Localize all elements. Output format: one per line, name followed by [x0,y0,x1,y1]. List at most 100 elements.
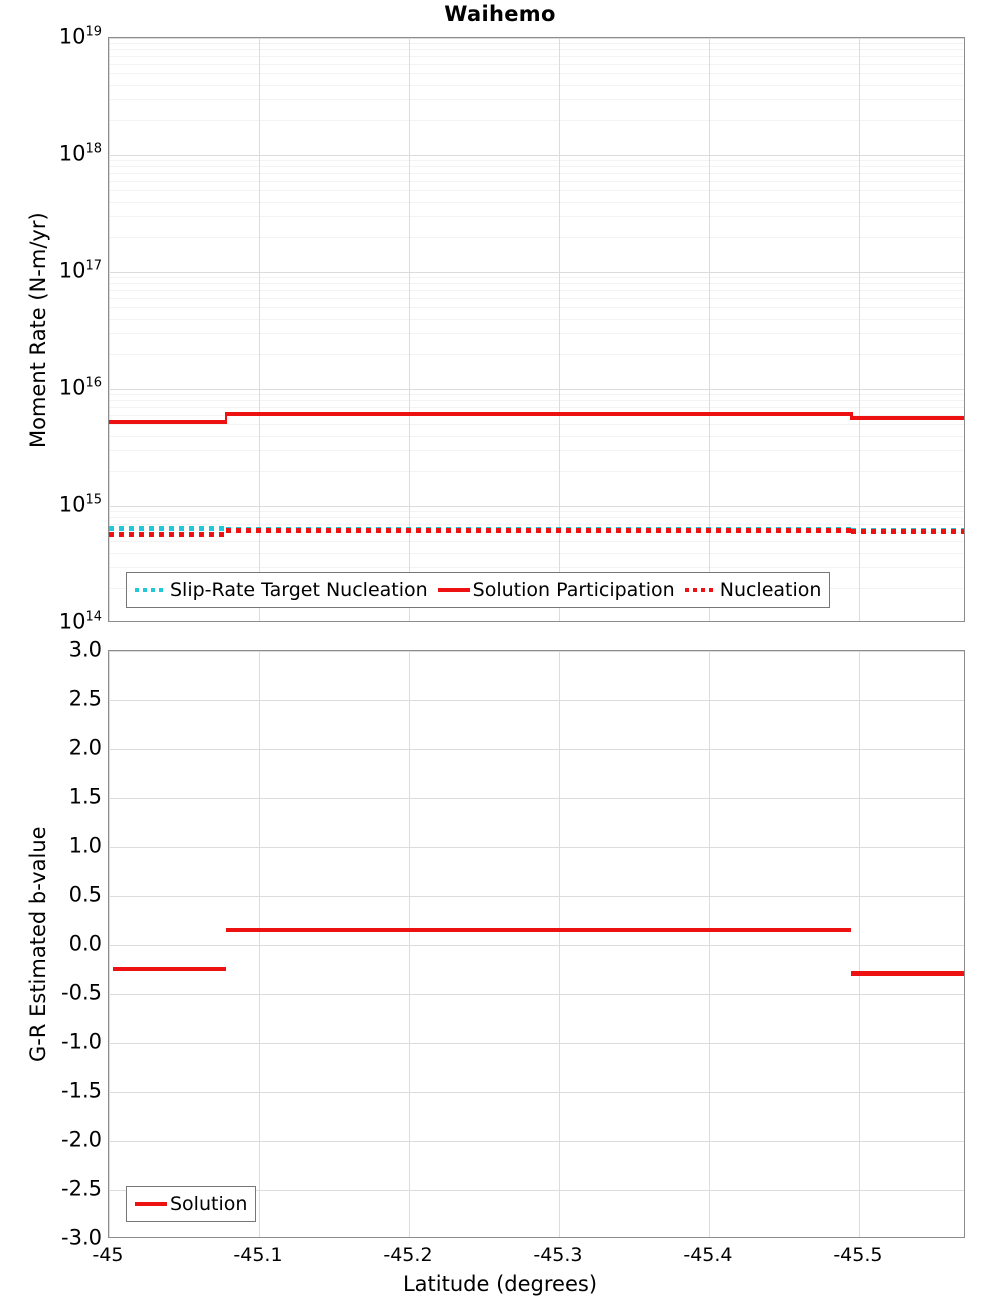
solution-b-value-line [225,928,852,933]
gridline-horizontal-minor [109,64,964,65]
gridline-horizontal-minor [109,333,964,334]
moment-rate-y-axis-label: Moment Rate (N-m/yr) [26,211,50,448]
gridline-horizontal-minor [109,319,964,320]
gridline-horizontal-minor [109,400,964,401]
figure-title: Waihemo [444,2,556,26]
b-value-plot-clip [109,651,964,1237]
tick-mantissa: 10 [58,24,86,49]
slip-rate-target-nucleation-line [109,526,226,532]
gridline-horizontal [109,700,964,701]
gridline-horizontal-minor [109,407,964,408]
solution-participation-line [109,420,226,425]
gridline-horizontal [109,896,964,897]
gridline-vertical [559,38,560,621]
gridline-horizontal-minor [109,553,964,554]
gridline-horizontal-minor [109,43,964,44]
tick-exponent: 19 [85,24,102,40]
gridline-horizontal [109,994,964,995]
gridline-horizontal-minor [109,173,964,174]
gridline-vertical [859,651,860,1237]
b-value-y-tick: 1.5 [68,784,102,809]
nucleation-line [225,527,852,533]
gridline-horizontal [109,651,964,652]
gridline-vertical [109,38,110,621]
gridline-vertical [709,651,710,1237]
latitude-tick: -45.3 [533,1244,583,1266]
moment-rate-legend: Slip-Rate Target Nucleation Solution Part… [126,572,831,608]
b-value-legend: Solution [126,1186,257,1222]
legend-item[interactable]: Solution Participation [437,579,685,601]
legend-label: Solution Participation [472,579,675,601]
tick-mantissa: 10 [58,492,86,517]
moment-rate-y-tick: 1016 [36,375,102,400]
gridline-vertical [709,38,710,621]
tick-mantissa: 10 [58,609,86,634]
b-value-y-tick: 0.0 [68,931,102,956]
b-value-y-tick: 2.0 [68,735,102,760]
b-value-y-tick: 0.5 [68,882,102,907]
moment-rate-y-tick: 1018 [36,143,102,165]
moment-rate-y-tick: 1014 [36,609,102,634]
gridline-horizontal-minor [109,283,964,284]
b-value-y-tick: -0.5 [61,980,102,1005]
legend-item[interactable]: Nucleation [684,579,821,601]
gridline-horizontal-minor [109,56,964,57]
gridline-horizontal-minor [109,49,964,50]
gridline-horizontal-minor [109,471,964,472]
gridline-horizontal-minor [109,394,964,395]
gridline-vertical [259,651,260,1237]
gridline-vertical [259,38,260,621]
legend-item[interactable]: Solution [135,1193,247,1215]
tick-exponent: 15 [85,492,102,508]
gridline-vertical [559,651,560,1237]
gridline-horizontal-minor [109,181,964,182]
b-value-y-tick: -2.0 [61,1127,102,1152]
gridline-horizontal-major [109,38,964,39]
moment-rate-y-tick: 1015 [36,492,102,517]
gridline-vertical [859,38,860,621]
moment-rate-y-tick: 1017 [36,258,102,283]
latitude-tick: -45.4 [683,1244,733,1266]
gridline-horizontal-minor [109,436,964,437]
solution-b-value-line [112,966,226,971]
gridline-horizontal-minor [109,354,964,355]
gridline-horizontal-minor [109,424,964,425]
moment-rate-y-tick: 1019 [36,24,102,49]
legend-dotted-line-icon [684,588,717,592]
b-value-plot-area [108,650,965,1238]
legend-solid-line-icon [437,588,470,592]
tick-mantissa: 10 [58,258,86,283]
gridline-horizontal-minor [109,73,964,74]
b-value-y-axis-label: G-R Estimated b-value [26,826,50,1062]
nucleation-line [109,532,226,538]
gridline-horizontal [109,1190,964,1191]
b-value-y-tick: 2.5 [68,686,102,711]
gridline-horizontal-minor [109,450,964,451]
gridline-horizontal-minor [109,307,964,308]
tick-mantissa: 10 [58,375,86,400]
gridline-vertical [409,651,410,1237]
gridline-horizontal-minor [109,120,964,121]
b-value-y-tick: -2.5 [61,1176,102,1201]
gridline-horizontal [109,1092,964,1093]
b-value-y-tick: 3.0 [68,637,102,662]
tick-exponent: 14 [85,609,102,625]
gridline-horizontal-minor [109,517,964,518]
latitude-tick: -45 [92,1244,124,1266]
latitude-tick: -45.2 [383,1244,433,1266]
gridline-vertical [409,38,410,621]
gridline-horizontal-minor [109,237,964,238]
gridline-horizontal-minor [109,567,964,568]
b-value-y-tick: -3.0 [61,1225,102,1250]
legend-label: Slip-Rate Target Nucleation [170,579,428,601]
solution-participation-line [851,415,964,420]
gridline-horizontal [109,945,964,946]
legend-label: Solution [170,1193,248,1215]
legend-dotted-line-icon [135,588,167,592]
gridline-horizontal [109,847,964,848]
gridline-horizontal-major [109,155,964,156]
gridline-horizontal-minor [109,160,964,161]
legend-item[interactable]: Slip-Rate Target Nucleation [135,579,438,601]
gridline-horizontal [109,1141,964,1142]
gridline-horizontal [109,749,964,750]
